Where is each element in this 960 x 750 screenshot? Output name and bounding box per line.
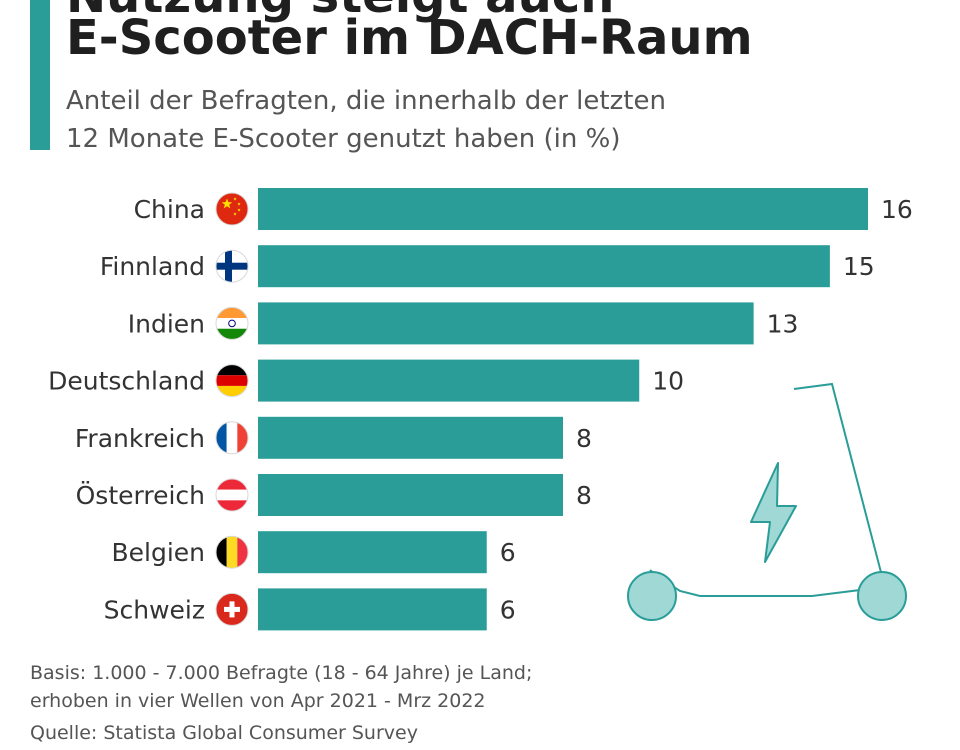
chart-subtitle-line-1: Anteil der Befragten, die innerhalb der … [66, 86, 666, 116]
accent-bar [30, 0, 50, 150]
bar-österreich [258, 474, 563, 516]
value-label-frankreich: 8 [576, 424, 592, 453]
bar-belgien [258, 531, 487, 574]
value-label-schweiz: 6 [500, 595, 516, 624]
finland-flag-icon [216, 250, 248, 283]
category-label-österreich: Österreich [76, 481, 205, 510]
value-label-österreich: 8 [576, 481, 592, 510]
category-label-deutschland: Deutschland [48, 367, 205, 396]
footer-source: Quelle: Statista Global Consumer Survey [30, 722, 418, 744]
bar-china [258, 188, 868, 230]
austria-flag-icon [216, 479, 248, 511]
bar-deutschland [258, 359, 640, 402]
category-label-schweiz: Schweiz [104, 595, 205, 624]
category-label-frankreich: Frankreich [75, 424, 205, 453]
india-flag-icon [216, 307, 248, 340]
footer-basis-line-1: Basis: 1.000 - 7.000 Befragte (18 - 64 J… [30, 662, 533, 684]
category-label-china: China [134, 195, 205, 224]
chart-subtitle-line-2: 12 Monate E-Scooter genutzt haben (in %) [66, 124, 621, 154]
e-scooter-with-lightning-icon [627, 382, 907, 621]
bar-frankreich [258, 416, 563, 459]
china-flag-icon [216, 193, 248, 225]
switzerland-flag-icon [216, 593, 248, 626]
bar-schweiz [258, 588, 487, 631]
footer-basis-line-2: erhoben in vier Wellen von Apr 2021 - Mr… [30, 690, 486, 712]
france-flag-icon [216, 421, 248, 454]
belgium-flag-icon [216, 536, 248, 569]
value-label-indien: 13 [767, 309, 799, 338]
chart-title-line-1: Nutzung steigt auch [66, 0, 614, 24]
value-label-deutschland: 10 [652, 367, 684, 396]
category-label-belgien: Belgien [111, 538, 205, 567]
bar-finnland [258, 245, 830, 288]
value-label-china: 16 [881, 195, 913, 224]
category-label-indien: Indien [128, 309, 205, 338]
value-label-finnland: 15 [843, 252, 875, 281]
bar-indien [258, 302, 754, 345]
value-label-belgien: 6 [500, 538, 516, 567]
category-label-finnland: Finnland [100, 252, 205, 281]
germany-flag-icon [216, 364, 248, 397]
chart-title-line-2: E-Scooter im DACH-Raum [66, 10, 753, 66]
